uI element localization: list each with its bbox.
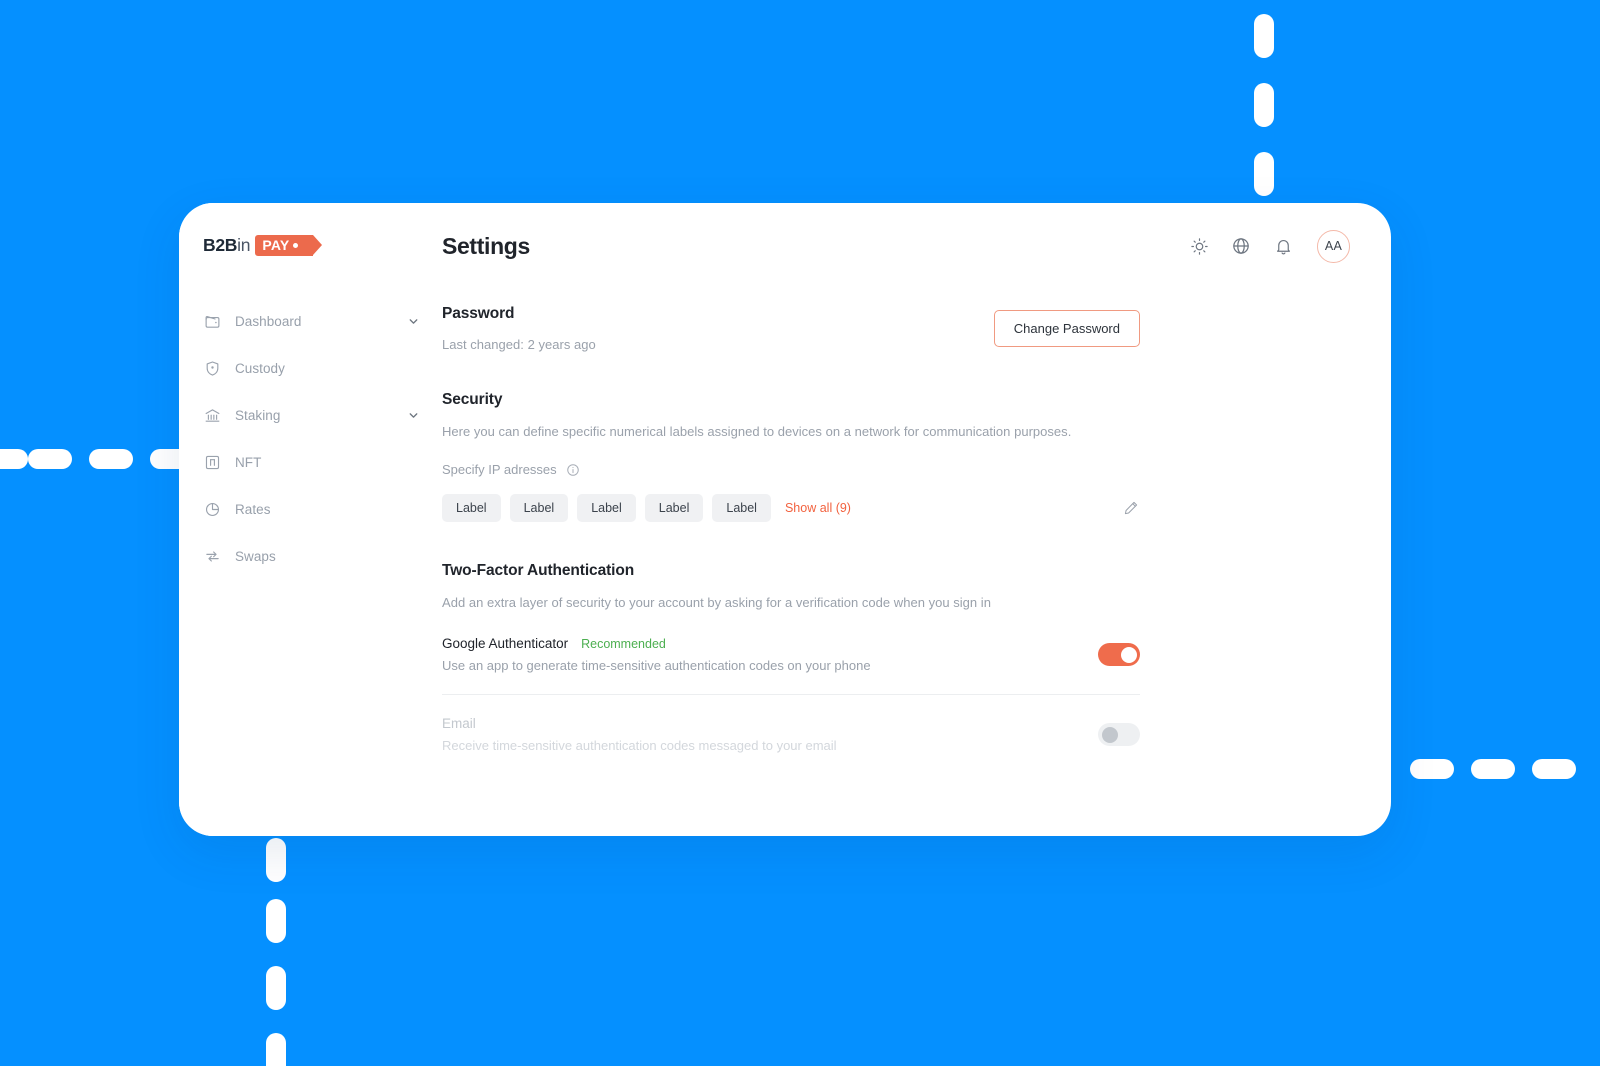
avatar[interactable]: AA — [1317, 229, 1350, 263]
logo-b2b-text: B2B — [203, 234, 238, 255]
show-all-link[interactable]: Show all (9) — [784, 501, 851, 515]
sidebar-item-label: Custody — [235, 360, 285, 376]
deco-dash — [1254, 14, 1274, 58]
google-authenticator-toggle[interactable] — [1098, 643, 1140, 666]
sun-icon[interactable] — [1187, 234, 1211, 258]
sidebar-item-rates[interactable]: Rates — [203, 494, 420, 524]
toggle-knob — [1120, 646, 1137, 663]
deco-dash — [1471, 759, 1515, 779]
brand-logo[interactable]: B2B in PAY — [179, 228, 442, 262]
ip-label-chip[interactable]: Label — [509, 494, 569, 522]
deco-dash — [0, 449, 28, 469]
ip-addresses-label-row: Specify IP adresses — [442, 462, 1140, 477]
bank-icon — [203, 406, 222, 425]
sidebar: B2B in PAY Dashboard — [179, 203, 442, 836]
method-header: Email — [442, 716, 837, 731]
sidebar-item-label: NFT — [235, 454, 262, 470]
method-description: Use an app to generate time-sensitive au… — [442, 658, 871, 673]
ip-label-chip[interactable]: Label — [712, 494, 771, 522]
ip-label-chip[interactable]: Label — [577, 494, 636, 522]
sidebar-item-label: Swaps — [235, 548, 276, 564]
deco-dash — [1532, 759, 1576, 779]
bell-icon[interactable] — [1271, 234, 1295, 258]
deco-dash — [89, 449, 133, 469]
settings-content: Password Last changed: 2 years ago Chang… — [442, 305, 1140, 774]
recommended-badge: Recommended — [581, 637, 666, 651]
logo-pay-tag: PAY — [255, 234, 323, 256]
deco-dash — [1254, 152, 1274, 196]
method-header: Google Authenticator Recommended — [442, 636, 871, 651]
info-circle-icon[interactable] — [566, 463, 580, 477]
two-factor-method-google-authenticator: Google Authenticator Recommended Use an … — [442, 636, 1140, 695]
deco-dash — [266, 838, 286, 882]
two-factor-title: Two-Factor Authentication — [442, 562, 635, 579]
shield-check-icon — [203, 359, 222, 378]
sidebar-item-dashboard[interactable]: Dashboard — [203, 306, 420, 336]
security-section: Security Here you can define specific nu… — [442, 391, 1140, 522]
toggle-knob — [1101, 726, 1118, 743]
sidebar-item-swaps[interactable]: Swaps — [203, 541, 420, 571]
deco-dash — [266, 1033, 286, 1066]
deco-dash — [266, 899, 286, 943]
chevron-down-icon[interactable] — [406, 408, 420, 422]
ip-label-chip[interactable]: Label — [644, 494, 704, 522]
sidebar-nav: Dashboard Custody — [179, 306, 442, 571]
ip-addresses-label: Specify IP adresses — [442, 462, 557, 477]
sidebar-item-nft[interactable]: NFT — [203, 447, 420, 477]
sidebar-item-label: Dashboard — [235, 313, 302, 329]
logo-pay-text: PAY — [262, 237, 290, 253]
topbar: Settings — [442, 225, 1350, 267]
method-name: Google Authenticator — [442, 636, 569, 651]
security-description: Here you can define specific numerical l… — [442, 424, 1072, 439]
change-password-button[interactable]: Change Password — [993, 310, 1140, 347]
password-section: Password Last changed: 2 years ago Chang… — [442, 305, 1140, 352]
dot-icon — [293, 242, 299, 248]
ip-label-chip[interactable]: Label — [442, 494, 501, 522]
two-factor-section: Two-Factor Authentication Add an extra l… — [442, 562, 1140, 774]
method-description: Receive time-sensitive authentication co… — [442, 738, 837, 753]
nft-frame-icon — [203, 453, 222, 472]
main-content: Settings — [442, 203, 1391, 836]
sidebar-item-staking[interactable]: Staking — [203, 400, 420, 430]
globe-icon[interactable] — [1229, 234, 1253, 258]
chevron-down-icon[interactable] — [406, 314, 420, 328]
sidebar-item-custody[interactable]: Custody — [203, 353, 420, 383]
two-factor-method-email: Email Receive time-sensitive authenticat… — [442, 695, 1140, 774]
wallet-icon — [203, 312, 222, 331]
deco-dash — [1254, 83, 1274, 127]
password-last-changed: Last changed: 2 years ago — [442, 337, 596, 352]
method-info: Email Receive time-sensitive authenticat… — [442, 716, 837, 753]
password-title: Password — [442, 305, 515, 322]
page-title: Settings — [442, 232, 530, 259]
email-toggle[interactable] — [1098, 723, 1140, 746]
logo-in-text: in — [237, 234, 251, 255]
deco-dash — [266, 966, 286, 1010]
deco-dash — [28, 449, 72, 469]
sidebar-item-label: Rates — [235, 501, 271, 517]
app-window: B2B in PAY Dashboard — [179, 203, 1391, 836]
ip-label-chips: Label Label Label Label Label Show all (… — [442, 494, 1140, 522]
method-name: Email — [442, 716, 476, 731]
deco-dash — [1410, 759, 1454, 779]
swap-arrows-icon — [203, 547, 222, 566]
password-info: Password Last changed: 2 years ago — [442, 305, 596, 352]
two-factor-description: Add an extra layer of security to your a… — [442, 595, 991, 610]
pie-chart-icon — [203, 500, 222, 519]
method-info: Google Authenticator Recommended Use an … — [442, 636, 871, 673]
sidebar-item-label: Staking — [235, 407, 281, 423]
pencil-icon[interactable] — [1122, 499, 1140, 517]
security-title: Security — [442, 391, 503, 408]
topbar-actions: AA — [1187, 229, 1350, 263]
